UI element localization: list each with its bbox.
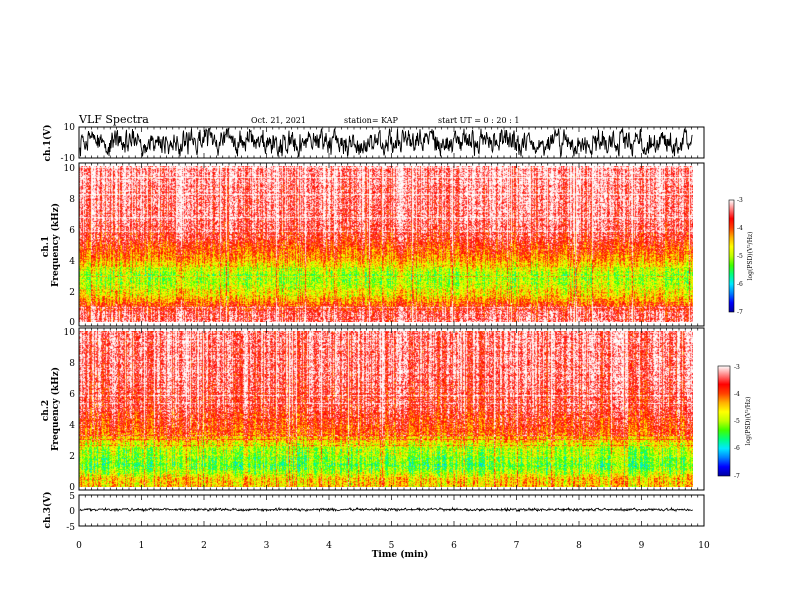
ch3-ytick-5: 5 xyxy=(69,492,75,502)
ch1-freq-tick-0: 0 xyxy=(69,318,75,328)
x-tick-label: 7 xyxy=(514,541,520,551)
ch1-cb-tick-6: -6 xyxy=(737,281,743,288)
ch1-colorbar-gradient xyxy=(729,200,734,312)
ch3-ytick-0: 0 xyxy=(69,507,75,517)
ch1-freq-tick-10: 10 xyxy=(64,164,76,174)
ch2-cb-tick-6: -6 xyxy=(734,445,740,452)
ch2-freq-tick-0: 0 xyxy=(69,483,75,493)
x-tick-label: 5 xyxy=(389,541,395,551)
start-time-label: start UT = 0 : 20 : 1 xyxy=(438,116,519,125)
x-tick-label: 1 xyxy=(139,541,145,551)
ch3-waveform-line xyxy=(79,506,693,513)
ch1-freq-tick-4: 4 xyxy=(69,257,75,267)
ch2-cb-tick-4: -4 xyxy=(734,391,740,398)
x-axis-label: Time (min) xyxy=(372,549,429,560)
ch1-waveform-ticks xyxy=(78,127,705,158)
ch2-cb-tick-7: -7 xyxy=(734,473,740,480)
x-tick-label: 10 xyxy=(698,541,710,551)
ch1-waveform-panel: 10 -10 ch.1(V) xyxy=(42,123,705,164)
x-tick-labels: 0 1 2 3 4 5 6 7 8 9 10 xyxy=(76,541,710,551)
x-tick-label: 2 xyxy=(201,541,207,551)
ch3-waveform-panel: 5 0 -5 ch.3(V) xyxy=(42,492,705,533)
ch2-freq-tick-10: 10 xyxy=(64,328,76,338)
ch1-spectrogram-yticks: 0 2 4 6 8 10 xyxy=(64,164,76,328)
ch3-waveform-ticks xyxy=(78,495,705,526)
ch1-spectrogram-ticks xyxy=(78,163,705,326)
ch2-cb-tick-5: -5 xyxy=(734,418,740,425)
ch1-colorbar-label: log(PSD)(V²/Hz) xyxy=(747,232,754,281)
ch1-colorbar: -3 -4 -5 -6 -7 log(PSD)(V²/Hz) xyxy=(728,197,754,316)
ch2-spectrogram-panel: 0 2 4 6 8 10 ch.2 Frequency (kHz) -3 -4 … xyxy=(41,327,752,493)
ch1-frequency-label: Frequency (kHz) xyxy=(50,203,61,287)
date-label: Oct. 21, 2021 xyxy=(251,116,306,125)
ch2-colorbar-label: log(PSD)(V²/Hz) xyxy=(745,397,752,446)
ch2-frequency-label: Frequency (kHz) xyxy=(50,367,61,451)
ch2-colorbar: -3 -4 -5 -6 -7 log(PSD)(V²/Hz) xyxy=(717,364,752,480)
ch2-channel-label: ch.2 xyxy=(41,400,51,421)
ch2-spectrogram-yticks: 0 2 4 6 8 10 xyxy=(64,328,76,493)
ch1-freq-tick-2: 2 xyxy=(69,288,75,298)
ch1-cb-tick-4: -4 xyxy=(737,225,743,232)
ch1-spectrogram-panel: 0 2 4 6 8 10 ch.1 Frequency (kHz) -3 -4 … xyxy=(41,162,754,328)
ch3-waveform-ylabel: ch.3(V) xyxy=(42,492,53,529)
x-tick-label: 0 xyxy=(76,541,82,551)
figure-title: VLF Spectra xyxy=(78,113,149,126)
ch1-colorbar-frame xyxy=(728,199,735,313)
ch1-waveform-line xyxy=(79,128,693,157)
ch2-spectrogram-ticks xyxy=(78,328,705,490)
ch1-freq-tick-6: 6 xyxy=(69,226,75,236)
ch3-ytick-minus5: -5 xyxy=(66,523,75,533)
x-tick-label: 3 xyxy=(264,541,270,551)
ch2-freq-tick-8: 8 xyxy=(69,359,75,369)
ch2-spectrogram-ylabel: ch.2 Frequency (kHz) xyxy=(41,367,61,451)
ch2-spectrogram-image xyxy=(79,331,693,487)
x-tick-label: 8 xyxy=(576,541,582,551)
ch1-cb-tick-3: -3 xyxy=(737,197,743,204)
ch1-ytick-minus10: -10 xyxy=(61,154,76,164)
ch1-spectrogram-ylabel: ch.1 Frequency (kHz) xyxy=(41,203,61,287)
ch2-freq-tick-2: 2 xyxy=(69,452,75,462)
station-label: station= KAP xyxy=(344,116,399,125)
ch1-cb-tick-7: -7 xyxy=(737,309,743,316)
ch1-waveform-ylabel: ch.1(V) xyxy=(42,125,53,162)
ch1-spectrogram-image xyxy=(79,166,693,322)
x-tick-label: 6 xyxy=(451,541,457,551)
ch2-colorbar-gradient xyxy=(718,366,730,476)
ch1-cb-tick-5: -5 xyxy=(737,253,743,260)
x-tick-label: 9 xyxy=(639,541,645,551)
ch2-freq-tick-6: 6 xyxy=(69,390,75,400)
ch2-colorbar-frame xyxy=(717,365,731,477)
ch2-freq-tick-4: 4 xyxy=(69,421,75,431)
ch1-ytick-10: 10 xyxy=(64,123,76,133)
ch1-freq-tick-8: 8 xyxy=(69,195,75,205)
ch1-channel-label: ch.1 xyxy=(41,236,51,257)
ch2-cb-tick-3: -3 xyxy=(734,364,740,371)
x-tick-label: 4 xyxy=(326,541,332,551)
